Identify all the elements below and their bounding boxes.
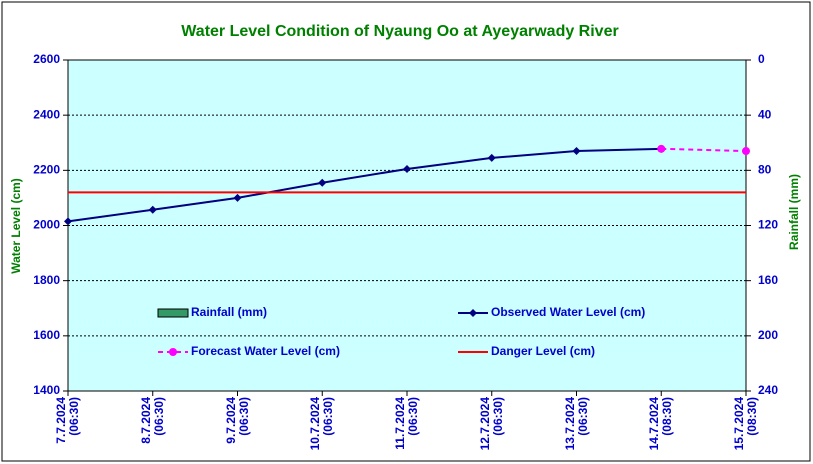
data-point [148, 205, 157, 214]
y2-tick-label: 200 [758, 328, 778, 342]
y-tick-label: 1600 [33, 328, 60, 342]
y2-tick-label: 0 [758, 52, 765, 66]
x-tick-label: 12.7.2024 (06:30) [477, 397, 505, 451]
y-axis-label: Water Level (cm) [9, 178, 23, 274]
data-point [403, 164, 411, 173]
data-point [318, 178, 327, 187]
data-point [233, 193, 242, 202]
y2-tick-label: 160 [758, 273, 778, 287]
x-tick-label: 14.7.2024 (08:30) [647, 397, 675, 451]
y2-tick-label: 80 [758, 163, 772, 177]
y-tick-label: 1800 [33, 273, 60, 287]
data-point [657, 144, 666, 153]
data-point [742, 147, 750, 156]
chart-title: Water Level Condition of Nyaung Oo at Ay… [181, 23, 618, 40]
legend-marker [169, 348, 177, 356]
x-tick-label: 7.7.2024 (06:30) [54, 397, 81, 444]
x-tick-label: 13.7.2024 (06:30) [562, 397, 590, 451]
y-tick-label: 2400 [33, 107, 60, 121]
data-point [64, 217, 72, 226]
data-point [572, 147, 581, 156]
x-tick-label: 9.7.2024 (06:30) [223, 397, 251, 444]
legend-label: Observed Water Level (cm) [491, 305, 645, 319]
y2-axis-label: Rainfall (mm) [787, 174, 801, 250]
legend-label: Forecast Water Level (cm) [191, 344, 340, 358]
y-tick-label: 2600 [33, 52, 60, 66]
legend-label: Rainfall (mm) [191, 305, 267, 319]
y-tick-label: 1400 [33, 383, 60, 397]
legend-marker [469, 309, 477, 317]
y2-tick-label: 40 [758, 107, 772, 121]
legend-label: Danger Level (cm) [491, 344, 595, 358]
y2-tick-label: 120 [758, 218, 778, 232]
x-tick-label: 8.7.2024 (06:30) [138, 397, 166, 444]
y-tick-label: 2000 [33, 218, 60, 232]
x-tick-label: 10.7.2024 (06:30) [308, 397, 336, 451]
x-tick-label: 11.7.2024 (06:30) [393, 397, 420, 450]
series-line [67, 147, 662, 223]
data-point [487, 153, 496, 162]
y-tick-label: 2200 [33, 163, 60, 177]
x-tick-label: 15.7.2024 (08:30) [732, 397, 759, 451]
y2-tick-label: 240 [758, 383, 778, 397]
legend-swatch [157, 308, 189, 318]
